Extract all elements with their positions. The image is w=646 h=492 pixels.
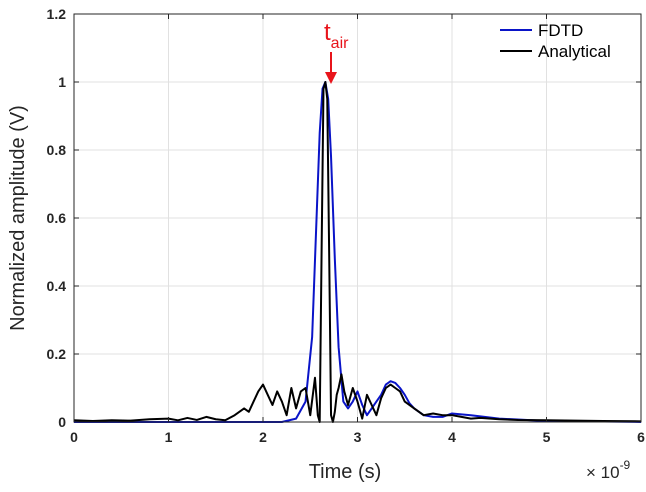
annotation-subscript: air	[331, 35, 349, 52]
x-tick-label: 5	[543, 429, 551, 445]
y-tick-label: 1	[58, 74, 66, 90]
y-tick-label: 0.4	[47, 278, 67, 294]
annotation-arrow-head	[325, 72, 337, 84]
annotation-label: tair	[324, 19, 349, 52]
y-tick-label: 0.2	[47, 346, 67, 362]
x-tick-label: 2	[259, 429, 267, 445]
series-line-analytical	[73, 81, 642, 423]
series-line-fdtd	[74, 81, 642, 423]
x-multiplier-exponent: -9	[620, 458, 631, 472]
y-tick-label: 0.6	[47, 210, 67, 226]
x-tick-label: 1	[165, 429, 173, 445]
legend-label-analytical: Analytical	[538, 42, 611, 61]
x-tick-label: 6	[637, 429, 645, 445]
y-tick-label: 0	[58, 414, 66, 430]
legend: FDTD Analytical	[500, 21, 611, 61]
y-tick-label: 0.8	[47, 142, 67, 158]
x-multiplier-base: × 10	[586, 463, 620, 482]
x-tick-label: 3	[354, 429, 362, 445]
y-axis-title: Normalized amplitude (V)	[7, 105, 29, 331]
y-tick-label: 1.2	[47, 6, 67, 22]
x-tick-label: 0	[70, 429, 78, 445]
ticks: 0 1 2 3 4 5 6 0 0.2 0.4 0.6 0.8 1 1.2	[47, 6, 646, 445]
series-layer	[73, 81, 642, 423]
annotation-text: t	[324, 19, 331, 46]
peak-annotation: tair	[324, 19, 349, 84]
x-tick-label: 4	[448, 429, 456, 445]
x-axis-title: Time (s)	[309, 461, 382, 483]
x-multiplier: × 10-9	[586, 458, 631, 482]
legend-label-fdtd: FDTD	[538, 21, 583, 40]
